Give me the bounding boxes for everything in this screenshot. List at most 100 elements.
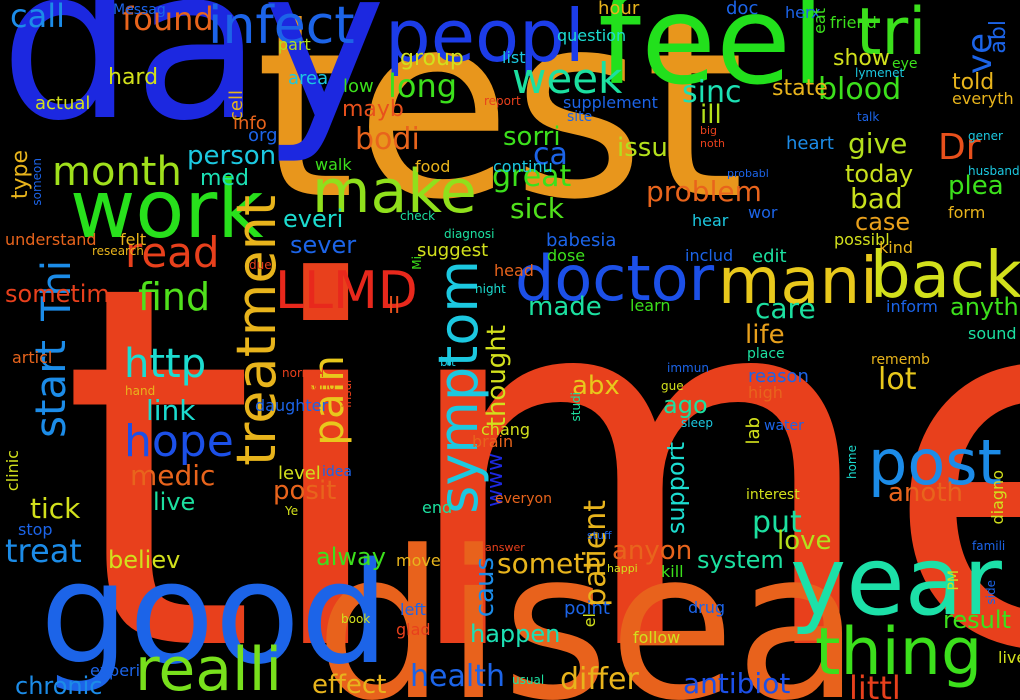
word-20: realli	[135, 635, 283, 700]
word-39: bad	[850, 182, 903, 215]
word-144: sometim	[5, 280, 110, 308]
word-122: food	[415, 157, 451, 176]
word-117: big	[700, 124, 718, 137]
word-46: case	[855, 208, 911, 236]
word-145: ll	[388, 294, 401, 319]
word-18: post	[868, 426, 1002, 499]
word-77: antibiot	[683, 667, 791, 700]
word-106: doc	[726, 0, 759, 19]
word-12: make	[312, 157, 477, 227]
word-196: experi	[90, 661, 141, 680]
word-118: noth	[700, 137, 725, 150]
word-102: part	[278, 35, 311, 54]
word-69: anoth	[888, 478, 963, 508]
word-58: posit	[273, 476, 337, 506]
word-184: move	[396, 551, 441, 570]
word-172: idea	[322, 464, 352, 480]
word-38: give	[848, 127, 908, 160]
word-5: feel	[598, 0, 825, 112]
word-124: probabl	[727, 167, 769, 180]
word-130: edit	[752, 246, 787, 267]
word-57: live	[153, 488, 196, 516]
word-158: sleep	[681, 416, 713, 430]
word-82: littl	[849, 669, 901, 700]
word-21: hope	[124, 416, 234, 467]
word-115: everyth	[952, 89, 1014, 108]
word-68: put	[752, 505, 802, 540]
word-105: hour	[598, 0, 640, 19]
word-138: understand	[5, 230, 97, 249]
word-139: research	[92, 244, 144, 258]
word-16: symptom	[427, 260, 490, 514]
word-72: anyon	[612, 536, 693, 566]
word-103: list	[502, 48, 526, 67]
word-73: someth	[497, 547, 602, 580]
word-109: friend	[830, 13, 877, 32]
word-84: alway	[316, 543, 386, 571]
word-15: back	[870, 239, 1020, 313]
word-87: hard	[108, 65, 159, 90]
word-8: peopl	[385, 0, 585, 78]
word-90: ill	[700, 100, 722, 130]
word-132: babesia	[546, 230, 617, 251]
word-13: doctor	[515, 242, 715, 315]
word-116: talk	[857, 110, 880, 124]
word-156: reason	[748, 366, 809, 387]
word-50: everi	[283, 205, 344, 233]
word-98: info	[233, 113, 267, 134]
word-169: lab	[743, 417, 764, 445]
word-171: home	[845, 445, 859, 480]
word-37: bodi	[355, 122, 420, 157]
word-65: ago	[663, 391, 708, 419]
word-177: everyon	[495, 491, 552, 507]
word-9: tri	[856, 0, 927, 70]
word-14: mani	[718, 245, 878, 319]
word-191: glad	[396, 620, 431, 639]
word-181: famili	[972, 539, 1006, 553]
word-190: book	[341, 612, 371, 626]
word-56: treat	[5, 532, 82, 570]
word-183: stuff	[587, 529, 612, 542]
word-7: work	[70, 163, 264, 256]
word-153: rememb	[871, 352, 930, 368]
word-93: told	[952, 70, 995, 95]
word-131: includ	[685, 246, 734, 265]
word-114: site	[567, 109, 593, 125]
word-17: LLMD	[275, 261, 418, 321]
word-186: kill	[661, 562, 684, 581]
word-140: due	[249, 258, 272, 272]
word-197: usual	[512, 673, 545, 687]
word-55: tick	[30, 492, 81, 525]
word-33: long	[388, 67, 458, 105]
word-70: love	[777, 526, 832, 556]
word-121: continu	[493, 157, 553, 176]
word-40: problem	[646, 175, 762, 208]
word-161: articl	[12, 348, 53, 367]
word-149: learn	[630, 296, 671, 315]
word-48: person	[187, 141, 277, 171]
word-143: Messag	[113, 2, 166, 18]
word-88: group	[400, 46, 464, 71]
word-111: lymenet	[855, 66, 905, 80]
word-83: believ	[108, 546, 181, 574]
word-180: diagno	[988, 470, 1007, 525]
word-185: happi	[607, 562, 638, 575]
word-51: sever	[290, 231, 357, 259]
word-178: end	[422, 498, 453, 517]
word-123: walk	[315, 155, 352, 174]
word-136: diagnosi	[444, 227, 495, 241]
word-173: level	[278, 463, 321, 484]
word-64: abx	[572, 371, 620, 401]
word-147: head	[494, 261, 534, 280]
word-101: low	[343, 76, 374, 97]
word-159: bit	[440, 355, 456, 369]
word-182: answer	[485, 541, 525, 554]
word-95: mayb	[342, 97, 404, 122]
word-92: show	[833, 46, 890, 71]
word-152: place	[747, 346, 785, 362]
word-100: area	[288, 68, 329, 89]
word-129: kind	[879, 238, 914, 257]
word-80: happen	[470, 620, 561, 648]
word-36: great	[492, 159, 572, 194]
